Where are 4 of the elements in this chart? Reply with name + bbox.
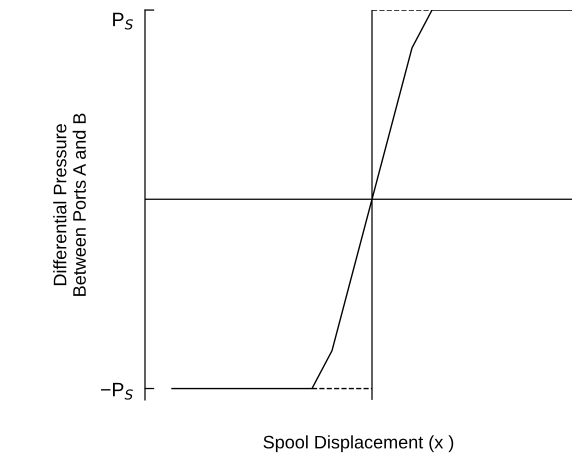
text: −P$_{S}$ (101, 382, 133, 400)
text: P$_{S}$ (113, 12, 133, 30)
x-axis-title: Spool Displacement (x ) (263, 435, 454, 452)
y-axis-title: Differential Pressure Between Ports A and B (53, 114, 86, 296)
